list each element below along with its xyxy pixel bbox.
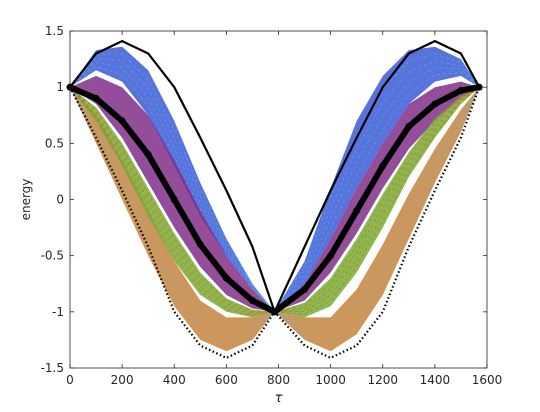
mean-point bbox=[327, 252, 335, 260]
mean-point bbox=[301, 285, 309, 293]
band-blue bbox=[70, 46, 480, 312]
x-tick-label: 200 bbox=[111, 373, 134, 387]
x-tick-label: 1200 bbox=[367, 373, 398, 387]
series-lines bbox=[66, 39, 483, 360]
x-tick-label: 1000 bbox=[315, 373, 346, 387]
y-tick-label: 0 bbox=[56, 193, 64, 207]
x-tick-label: 400 bbox=[163, 373, 186, 387]
mean-point bbox=[118, 117, 126, 125]
band-texture-line bbox=[69, 86, 480, 317]
mean-point bbox=[92, 94, 100, 102]
y-tick-label: -1 bbox=[52, 305, 64, 319]
y-tick-label: 1 bbox=[56, 80, 64, 94]
x-axis-label: τ bbox=[275, 391, 283, 406]
band-texture-line bbox=[69, 81, 480, 313]
y-tick-label: -1.5 bbox=[41, 361, 64, 375]
x-tick-label: 1400 bbox=[420, 373, 451, 387]
y-tick-label: 0.5 bbox=[45, 136, 64, 150]
mean-point bbox=[144, 151, 152, 159]
axis-ticks: 0 200 400 600 800 1000 1200 1400 1600 -1.5 -1 -0.5 0… bbox=[41, 24, 503, 387]
mean-point bbox=[457, 87, 465, 95]
series-bands bbox=[69, 46, 480, 352]
band-texture-line bbox=[69, 53, 480, 313]
x-tick-label: 600 bbox=[215, 373, 238, 387]
mean-point bbox=[196, 240, 204, 248]
mean-point bbox=[271, 308, 279, 316]
x-tick-label: 800 bbox=[267, 373, 290, 387]
y-tick-label: 1.5 bbox=[45, 24, 64, 38]
mean-point bbox=[222, 274, 230, 282]
band-texture-line bbox=[69, 86, 480, 313]
mean-point bbox=[431, 100, 439, 108]
band-texture-line bbox=[69, 86, 480, 315]
mean-point bbox=[475, 83, 483, 91]
band-orange bbox=[70, 87, 480, 352]
x-tick-label: 1600 bbox=[472, 373, 503, 387]
mean-point bbox=[353, 207, 361, 215]
mean-point bbox=[379, 162, 387, 170]
mean-point bbox=[248, 297, 256, 305]
mean-point bbox=[405, 122, 413, 130]
y-tick-label: -0.5 bbox=[41, 249, 64, 263]
y-axis-label: energy bbox=[19, 179, 33, 221]
mean-point bbox=[170, 196, 178, 203]
band-green bbox=[70, 87, 480, 318]
x-tick-label: 0 bbox=[66, 373, 74, 387]
